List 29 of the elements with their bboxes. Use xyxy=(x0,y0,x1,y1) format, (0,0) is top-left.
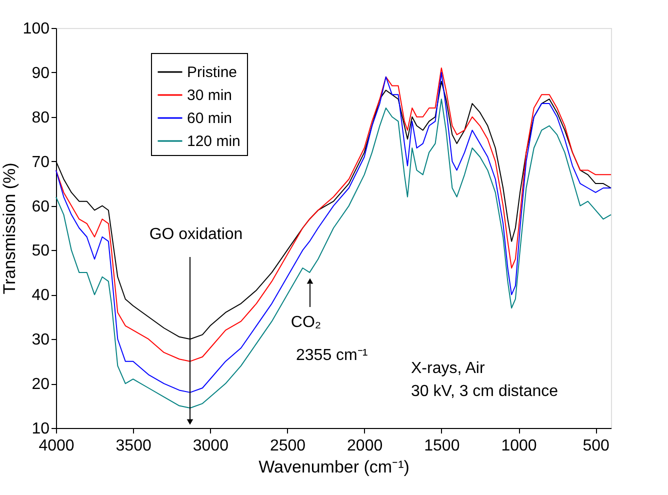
y-tick-label: 100 xyxy=(22,20,50,38)
y-axis-title: Transmission (%) xyxy=(0,162,19,294)
annotation: X-rays, Air xyxy=(411,360,486,377)
annotation: 30 kV, 3 cm distance xyxy=(411,383,558,400)
x-tick-label: 4000 xyxy=(38,438,74,454)
annotation: GO oxidation xyxy=(149,226,243,243)
y-tick-label: 80 xyxy=(32,109,50,126)
y-tick-label: 10 xyxy=(32,420,50,438)
x-tick-label: 3000 xyxy=(192,438,229,454)
legend-label: 30 min xyxy=(187,87,232,104)
x-tick-label: 500 xyxy=(582,438,610,454)
x-axis-title: Wavenumber (cm⁻¹) xyxy=(258,458,410,476)
x-tick-label: 2000 xyxy=(347,438,383,454)
x-tick-label: 1500 xyxy=(424,438,460,454)
y-tick-label: 40 xyxy=(32,287,50,304)
y-tick-label: 70 xyxy=(32,154,50,171)
x-tick-label: 3500 xyxy=(116,438,152,454)
x-tick-label: 1000 xyxy=(501,438,537,454)
y-tick-label: 50 xyxy=(32,242,50,260)
y-tick-label: 30 xyxy=(32,332,50,349)
legend-label: 60 min xyxy=(187,110,232,127)
y-tick-label: 60 xyxy=(32,198,50,216)
y-tick-label: 90 xyxy=(32,64,50,82)
annotation: CO₂ xyxy=(290,314,322,331)
annotation: 2355 cm⁻¹ xyxy=(296,347,368,364)
y-tick-label: 20 xyxy=(32,376,50,394)
legend-label: Pristine xyxy=(187,64,238,81)
legend-label: 120 min xyxy=(187,133,240,150)
x-tick-label: 2500 xyxy=(270,438,306,454)
